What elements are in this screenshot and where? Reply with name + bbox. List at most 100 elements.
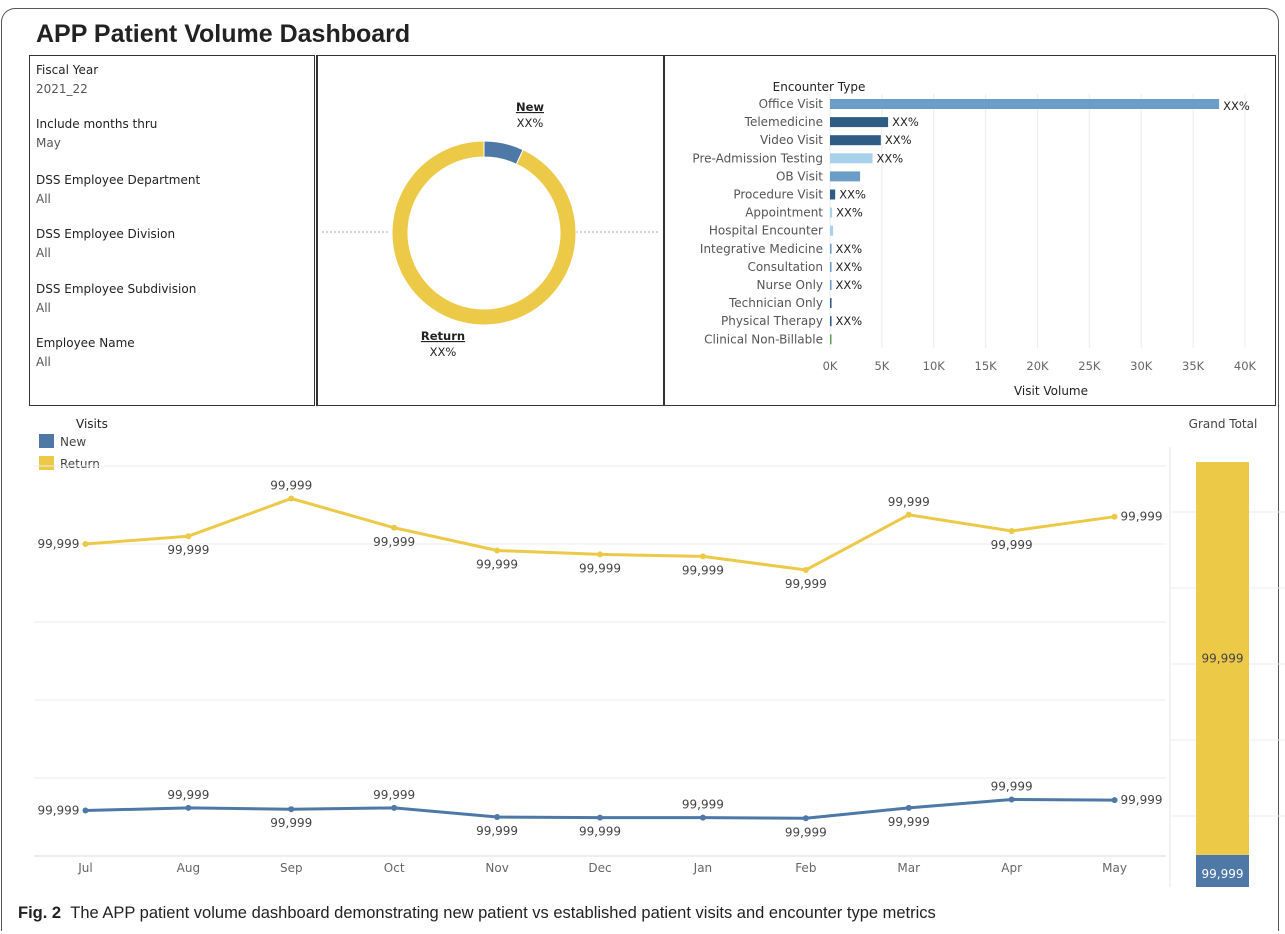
line-x-tick-label: Dec bbox=[588, 861, 611, 875]
bar-category-label: Office Visit bbox=[759, 97, 824, 111]
bar-data-label: XX% bbox=[836, 314, 863, 328]
bar-encounter-13[interactable] bbox=[830, 334, 832, 345]
line-point-new[interactable] bbox=[802, 815, 809, 822]
bar-category-label: Technician Only bbox=[728, 296, 823, 310]
donut-new-value: XX% bbox=[517, 116, 544, 130]
bar-encounter-7[interactable] bbox=[830, 225, 834, 236]
line-point-return[interactable] bbox=[494, 547, 501, 554]
bar-encounter-5[interactable] bbox=[830, 189, 836, 200]
bar-encounter-9[interactable] bbox=[830, 261, 832, 272]
line-point-new[interactable] bbox=[1008, 796, 1015, 803]
bar-encounter-11[interactable] bbox=[830, 298, 832, 309]
filter-employee-name[interactable]: Employee Name All bbox=[36, 336, 135, 369]
line-data-label: 99,999 bbox=[37, 804, 79, 818]
bar-x-tick-label: 10K bbox=[923, 359, 946, 373]
bar-encounter-12[interactable] bbox=[830, 316, 832, 327]
bar-encounter-4[interactable] bbox=[830, 171, 861, 182]
bar-category-label: Clinical Non-Billable bbox=[704, 332, 823, 346]
line-series-return[interactable] bbox=[85, 496, 1115, 572]
bar-x-tick-label: 5K bbox=[874, 359, 889, 373]
visits-trend-panel: Visits New Return Jul Aug Sep Oct Nov Dec Jan F… bbox=[0, 407, 1285, 893]
bar-encounter-2[interactable] bbox=[830, 135, 881, 146]
line-data-label: 99,999 bbox=[888, 495, 930, 509]
filter-value[interactable]: 2021_22 bbox=[36, 82, 88, 96]
bar-x-tick-label: 0K bbox=[823, 359, 838, 373]
line-data-label: 99,999 bbox=[991, 779, 1033, 793]
filter-division[interactable]: DSS Employee Division All bbox=[36, 227, 175, 260]
grand-total-label: 99,999 bbox=[1202, 651, 1244, 665]
filter-department[interactable]: DSS Employee Department All bbox=[36, 173, 200, 206]
line-point-return[interactable] bbox=[185, 533, 192, 540]
filter-value[interactable]: May bbox=[36, 136, 61, 150]
bar-category-label: Pre-Admission Testing bbox=[692, 151, 823, 165]
bar-category-label: OB Visit bbox=[776, 169, 823, 183]
line-x-tick-label: Nov bbox=[485, 861, 508, 875]
line-data-label: 99,999 bbox=[579, 825, 621, 839]
line-point-return[interactable] bbox=[905, 511, 912, 518]
grand-total-segment-return[interactable] bbox=[1196, 462, 1249, 855]
line-point-return[interactable] bbox=[82, 541, 89, 547]
line-data-label: 99,999 bbox=[991, 538, 1033, 552]
bar-x-tick-label: 20K bbox=[1026, 359, 1049, 373]
line-point-new[interactable] bbox=[699, 814, 706, 821]
bar-axis-title: Encounter Type bbox=[773, 80, 866, 94]
donut-slice-return[interactable] bbox=[391, 140, 577, 326]
bar-encounter-8[interactable] bbox=[830, 243, 832, 254]
filter-label: Employee Name bbox=[36, 336, 135, 350]
figure-caption: Fig. 2 The APP patient volume dashboard … bbox=[18, 904, 936, 923]
line-data-label: 99,999 bbox=[579, 561, 621, 575]
line-point-new[interactable] bbox=[288, 806, 295, 813]
bar-encounter-6[interactable] bbox=[830, 207, 833, 218]
caption-text: The APP patient volume dashboard demonst… bbox=[70, 904, 936, 922]
line-x-tick-label: Oct bbox=[384, 861, 405, 875]
line-point-return[interactable] bbox=[597, 551, 603, 558]
bar-category-label: Appointment bbox=[745, 206, 823, 220]
bar-x-tick-label: 25K bbox=[1078, 359, 1101, 373]
line-point-new[interactable] bbox=[905, 804, 912, 811]
line-point-new[interactable] bbox=[82, 807, 89, 814]
line-data-label: 99,999 bbox=[270, 479, 312, 493]
filter-label: DSS Employee Subdivision bbox=[36, 282, 197, 296]
filter-value[interactable]: All bbox=[36, 246, 51, 260]
filter-fiscal-year[interactable]: Fiscal Year 2021_22 bbox=[36, 63, 98, 96]
bar-data-label: XX% bbox=[836, 206, 863, 220]
line-x-tick-label: Aug bbox=[177, 861, 200, 875]
line-data-label: 99,999 bbox=[476, 824, 518, 838]
bar-x-tick-label: 15K bbox=[975, 359, 998, 373]
line-point-return[interactable] bbox=[1008, 528, 1015, 534]
line-point-return[interactable] bbox=[391, 524, 398, 531]
filter-subdivision[interactable]: DSS Employee Subdivision All bbox=[36, 282, 196, 315]
encounter-type-bar-chart: Encounter Type 0K 5K 10K 15K 20K 25K 30K 35K 40K… bbox=[692, 80, 1256, 398]
filter-months-thru[interactable]: Include months thru May bbox=[36, 117, 157, 150]
line-point-return[interactable] bbox=[802, 567, 809, 573]
line-point-new[interactable] bbox=[1111, 797, 1118, 804]
filter-label: DSS Employee Department bbox=[36, 173, 201, 187]
bar-x-axis-title: Visit Volume bbox=[1014, 384, 1088, 398]
bar-encounter-10[interactable] bbox=[830, 280, 832, 290]
bar-data-label: XX% bbox=[836, 278, 863, 292]
line-x-tick-label: Jul bbox=[77, 861, 92, 875]
line-data-label: 99,999 bbox=[37, 537, 79, 551]
bar-encounter-0[interactable] bbox=[830, 99, 1220, 109]
filter-value[interactable]: All bbox=[36, 192, 51, 206]
bar-encounter-1[interactable] bbox=[830, 117, 889, 128]
line-point-new[interactable] bbox=[494, 814, 501, 820]
bar-encounter-3[interactable] bbox=[830, 153, 873, 164]
line-point-new[interactable] bbox=[185, 804, 192, 811]
line-point-return[interactable] bbox=[1111, 513, 1118, 520]
legend-label-return[interactable]: Return bbox=[60, 457, 100, 471]
caption-prefix: Fig. 2 bbox=[18, 904, 62, 922]
grand-total-segment-new[interactable] bbox=[1196, 854, 1249, 893]
donut-slice-new[interactable] bbox=[483, 140, 524, 165]
line-point-return[interactable] bbox=[699, 553, 706, 560]
legend-label-new[interactable]: New bbox=[60, 435, 86, 449]
line-point-new[interactable] bbox=[391, 804, 398, 811]
line-point-return[interactable] bbox=[288, 495, 295, 502]
line-x-tick-label: Apr bbox=[1001, 861, 1022, 875]
line-point-new[interactable] bbox=[597, 814, 603, 821]
donut-new-label: New bbox=[516, 100, 544, 114]
filter-value[interactable]: All bbox=[36, 355, 51, 369]
line-data-label: 99,999 bbox=[1121, 793, 1163, 807]
filter-panel: Fiscal Year 2021_22 Include months thru … bbox=[29, 55, 315, 406]
filter-value[interactable]: All bbox=[36, 301, 51, 315]
